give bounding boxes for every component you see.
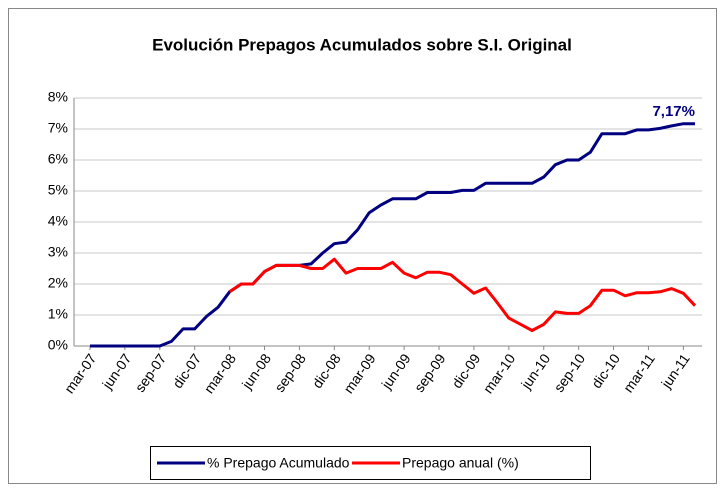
chart-border — [8, 8, 717, 484]
y-tick-label: 3% — [48, 244, 68, 260]
legend-label: Prepago anual (%) — [402, 455, 519, 471]
y-tick-label: 0% — [48, 337, 68, 353]
chart-title: Evolución Prepagos Acumulados sobre S.I.… — [152, 35, 572, 54]
y-tick-label: 6% — [48, 151, 68, 167]
y-tick-label: 1% — [48, 306, 68, 322]
annotation: 7,17% — [652, 103, 695, 120]
series-line — [90, 122, 695, 348]
y-tick-label: 5% — [48, 182, 68, 198]
y-tick-label: 2% — [48, 275, 68, 291]
legend-label: % Prepago Acumulado — [207, 455, 350, 471]
y-tick-label: 4% — [48, 213, 68, 229]
series-line — [228, 257, 697, 332]
y-tick-label: 8% — [48, 89, 68, 105]
y-tick-label: 7% — [48, 120, 68, 136]
